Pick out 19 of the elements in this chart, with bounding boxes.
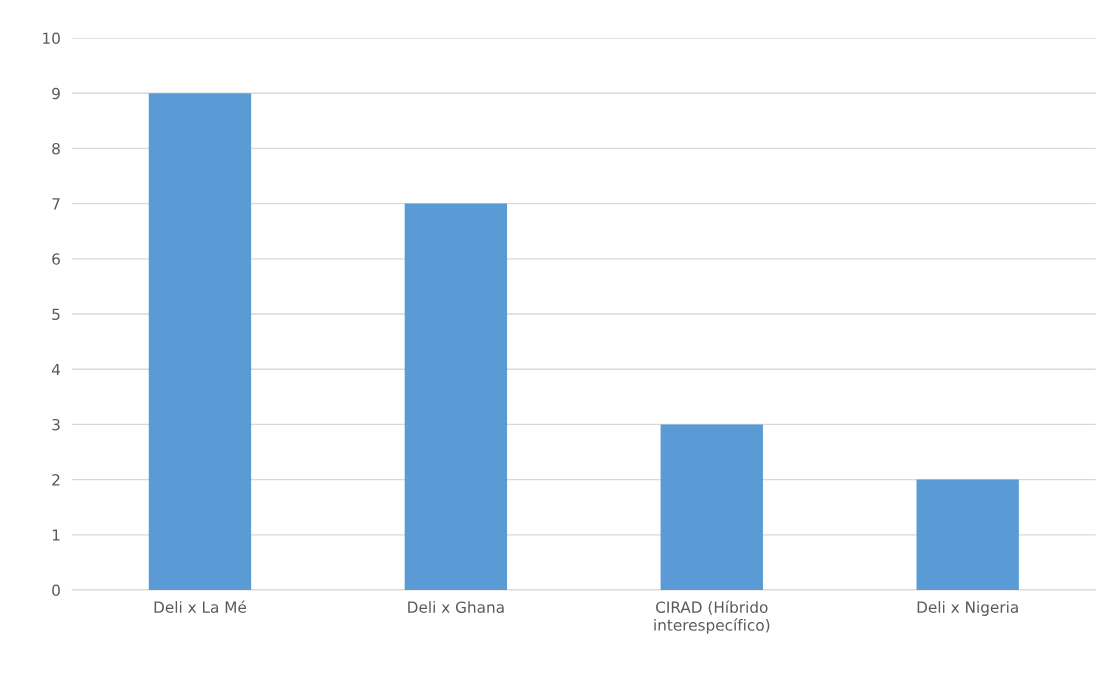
y-tick-label: 6 (52, 253, 60, 265)
x-tick-label: Deli x Ghana (408, 601, 504, 613)
y-tick-label: 5 (52, 308, 60, 321)
bar (916, 479, 1019, 591)
y-tick-label: 4 (51, 363, 61, 376)
x-tick-label: Deli x Nigeria (917, 601, 1018, 616)
x-tick-label: CIRAD (Híbrido interespecífico) (654, 600, 770, 634)
y-tick-label: 0 (52, 584, 60, 597)
bar (404, 203, 508, 591)
bar (660, 424, 763, 591)
y-tick-label: 10 (43, 32, 60, 45)
y-tick-label: 9 (52, 87, 60, 100)
y-tick-label: 1 (52, 529, 60, 541)
y-tick-label: 8 (52, 142, 60, 155)
y-tick-label: 7 (52, 198, 60, 210)
x-tick-label: Deli x La Mé (154, 600, 246, 613)
y-tick-label: 2 (52, 474, 60, 486)
bar (148, 93, 252, 591)
y-tick-label: 3 (52, 418, 60, 431)
